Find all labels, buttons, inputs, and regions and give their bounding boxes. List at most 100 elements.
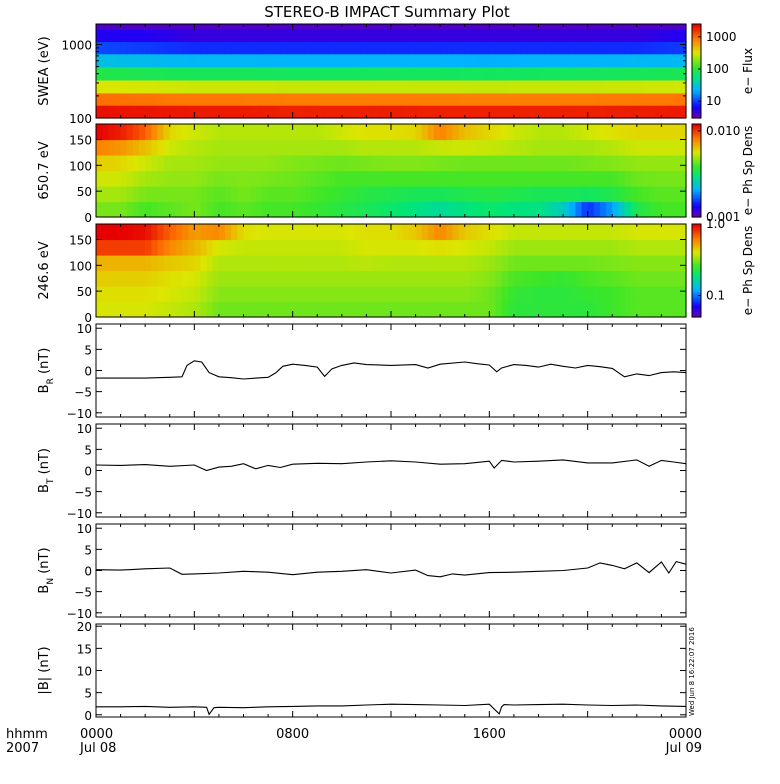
heatmap-cell [403, 79, 411, 94]
heatmap-cell [470, 239, 478, 256]
heatmap-cell [323, 92, 331, 106]
heatmap-cell [673, 239, 681, 256]
colorbar-cell [692, 126, 701, 130]
colorbar-cell [692, 99, 701, 103]
heatmap-cell [378, 270, 386, 287]
heatmap-cell [581, 79, 589, 94]
heatmap-cell [366, 201, 374, 218]
heatmap-cell [440, 139, 447, 156]
heatmap-cell [384, 139, 392, 156]
heatmap-cell [483, 270, 490, 287]
heatmap-cell [427, 29, 435, 43]
heatmap-cell [661, 201, 669, 218]
heatmap-cell [446, 224, 454, 241]
heatmap-cell [151, 270, 159, 287]
heatmap-cell [489, 270, 497, 287]
heatmap-cell [298, 139, 306, 156]
heatmap-cell [679, 201, 687, 218]
heatmap-cell [145, 186, 152, 203]
heatmap-cell [470, 24, 478, 31]
heatmap-cell [495, 224, 503, 241]
heatmap-cell [311, 301, 318, 318]
heatmap-cell [200, 66, 208, 81]
heatmap-cell [292, 41, 300, 55]
heatmap-cell [446, 79, 454, 94]
heatmap-cell [520, 286, 527, 303]
heatmap-cell [139, 124, 146, 141]
heatmap-cell [458, 201, 466, 218]
heatmap-cell [280, 224, 288, 241]
heatmap-cell [311, 41, 318, 55]
heatmap-cell [679, 24, 687, 31]
heatmap-cell [452, 24, 460, 31]
heatmap-cell [655, 170, 663, 187]
heatmap-cell [421, 255, 429, 272]
heatmap-cell [249, 79, 257, 94]
heatmap-cell [206, 186, 214, 203]
heatmap-cell [421, 155, 429, 172]
heatmap-cell [563, 224, 570, 241]
heatmap-cell [581, 255, 589, 272]
heatmap-cell [575, 24, 583, 31]
heatmap-cell [317, 186, 324, 203]
heatmap-cell [354, 170, 361, 187]
heatmap-cell [274, 124, 281, 141]
heatmap-cell [483, 92, 490, 106]
heatmap-cell [132, 53, 140, 68]
heatmap-cell [255, 79, 263, 94]
heatmap-cell [311, 66, 318, 81]
heatmap-cell [372, 66, 380, 81]
heatmap-cell [507, 239, 515, 256]
heatmap-cell [249, 186, 257, 203]
y-tick-label: 0 [84, 465, 92, 479]
heatmap-cell [434, 29, 441, 43]
heatmap-cell [612, 239, 619, 256]
heatmap-cell [470, 201, 478, 218]
heatmap-cell [212, 124, 220, 141]
heatmap-cell [563, 66, 570, 81]
heatmap-cell [446, 201, 454, 218]
heatmap-cell [249, 124, 257, 141]
heatmap-cell [329, 41, 337, 55]
heatmap-cell [182, 255, 189, 272]
heatmap-cell [347, 24, 355, 31]
heatmap-cell [618, 105, 626, 119]
heatmap-cell [274, 286, 281, 303]
colorbar-cell [692, 189, 701, 193]
heatmap-cell [655, 224, 663, 241]
heatmap-cell [157, 301, 165, 318]
heatmap-cell [452, 124, 460, 141]
heatmap-cell [182, 170, 189, 187]
heatmap-cell [483, 186, 490, 203]
heatmap-cell [249, 105, 257, 119]
heatmap-cell [421, 24, 429, 31]
heatmap-cell [169, 29, 177, 43]
heatmap-cell [360, 41, 368, 55]
y-axis-label-unit: (nT) [37, 348, 52, 378]
heatmap-cell [483, 66, 490, 81]
heatmap-cell [329, 92, 337, 106]
heatmap-cell [569, 41, 576, 55]
heatmap-cell [114, 239, 122, 256]
heatmap-cell [520, 92, 527, 106]
heatmap-cell [132, 186, 140, 203]
heatmap-cell [642, 239, 650, 256]
heatmap-cell [280, 239, 288, 256]
heatmap-cell [341, 66, 349, 81]
heatmap-cell [200, 92, 208, 106]
colorbar-cell [692, 172, 701, 176]
heatmap-cell [261, 170, 269, 187]
heatmap-cell [483, 301, 490, 318]
heatmap-cell [108, 92, 116, 106]
colorbar-cell [692, 163, 701, 167]
heatmap-cell [391, 66, 398, 81]
heatmap-cell [421, 41, 429, 55]
heatmap-cell [280, 29, 288, 43]
heatmap-cell [255, 139, 263, 156]
heatmap-cell [495, 41, 503, 55]
heatmap-cell [507, 24, 515, 31]
heatmap-cell [550, 105, 558, 119]
heatmap-cell [298, 224, 306, 241]
heatmap-cell [261, 105, 269, 119]
